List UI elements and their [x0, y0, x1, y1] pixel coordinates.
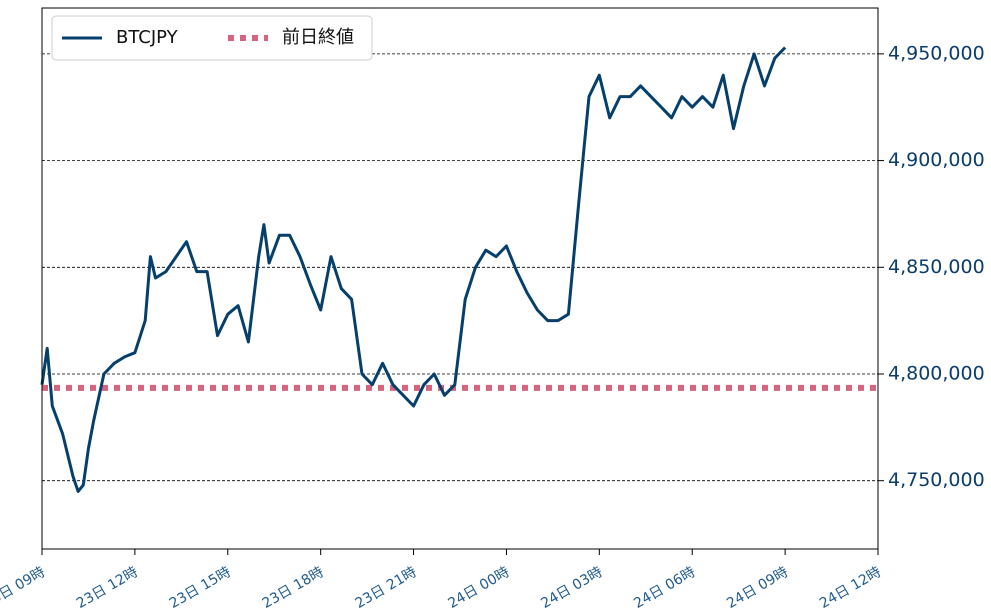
legend-box: [51, 15, 373, 61]
legend: BTCJPY 前日終値: [51, 15, 373, 61]
x-tick-label: 23日 09時: [0, 564, 48, 612]
x-tick-label: 23日 15時: [167, 564, 234, 612]
x-tick-label: 23日 12時: [74, 564, 141, 612]
price-line: [40, 46, 787, 493]
legend-label: BTCJPY: [116, 27, 179, 48]
x-tick-label: 24日 06時: [631, 564, 698, 612]
y-tick-label: 4,950,000: [888, 42, 985, 64]
legend-label: 前日終値: [282, 27, 354, 48]
y-tick-label: 4,800,000: [888, 363, 985, 385]
plot-frame: [41, 7, 879, 550]
x-tick-label: 24日 03時: [538, 564, 605, 612]
y-tick-label: 4,850,000: [888, 256, 985, 278]
x-tick-label: 23日 18時: [260, 564, 327, 612]
x-tick-label: 23日 21時: [353, 564, 420, 612]
x-tick-label: 24日 00時: [445, 564, 512, 612]
x-tick-label: 24日 09時: [724, 564, 791, 612]
y-tick-label: 4,750,000: [888, 469, 985, 491]
x-tick-label: 24日 12時: [817, 564, 884, 612]
y-tick-label: 4,900,000: [888, 149, 985, 171]
